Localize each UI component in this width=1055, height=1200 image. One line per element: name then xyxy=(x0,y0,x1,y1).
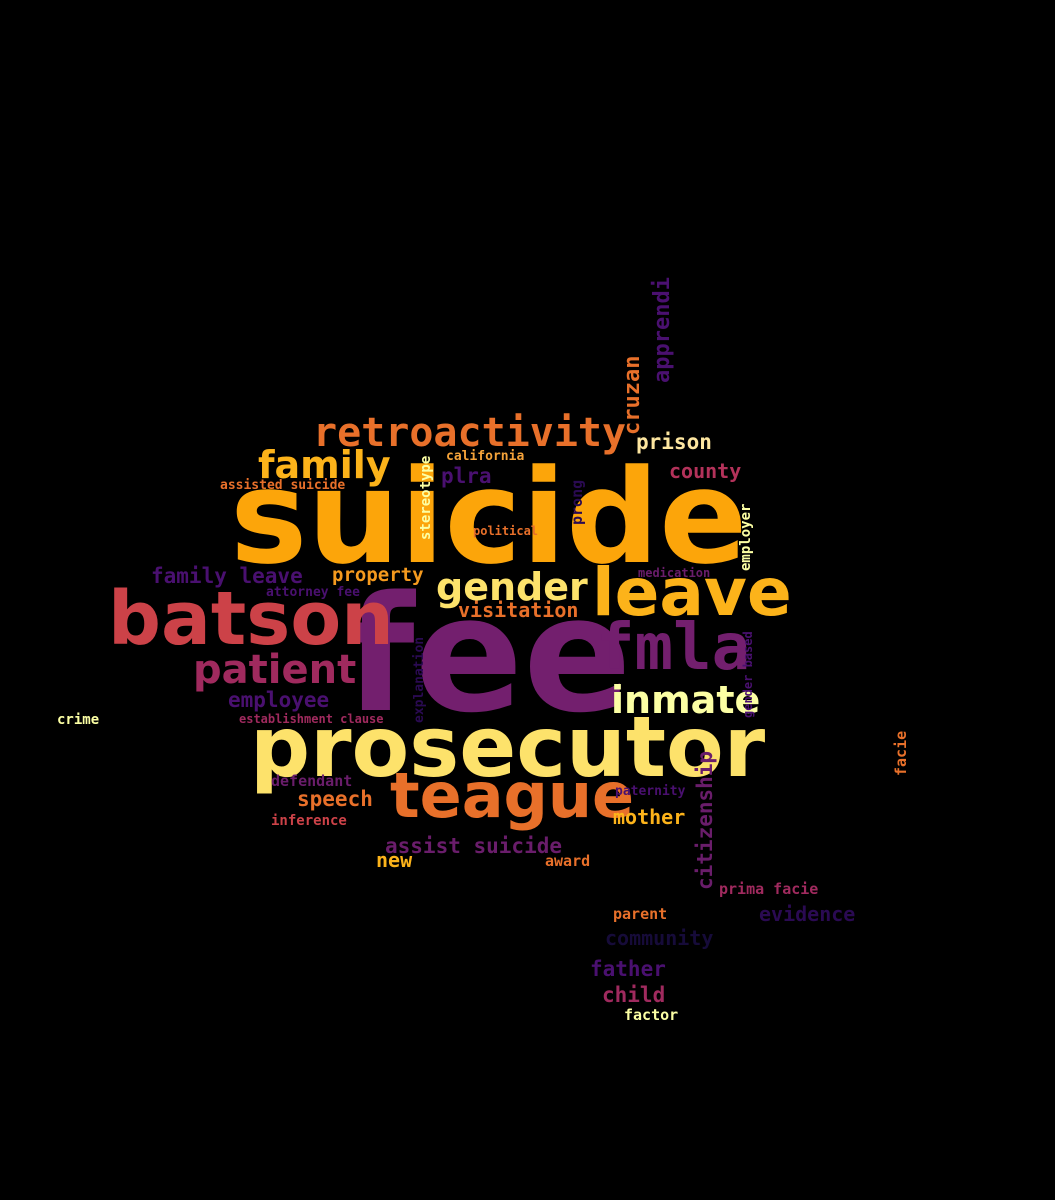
word-father: father xyxy=(590,957,666,981)
word-assisted-suicide: assisted suicide xyxy=(220,478,346,493)
word-patient: patient xyxy=(193,647,357,693)
word-visitation: visitation xyxy=(458,598,579,622)
word-fmla: fmla xyxy=(596,611,751,685)
word-prong: prong xyxy=(568,479,586,525)
word-crime: crime xyxy=(57,712,100,728)
word-apprendi: apprendi xyxy=(650,277,675,383)
word-leave: leave xyxy=(592,554,792,631)
word-plra: plra xyxy=(441,464,492,488)
word-county: county xyxy=(669,459,742,483)
word-speech: speech xyxy=(297,787,373,811)
word-gender: gender xyxy=(436,565,588,609)
word-family: family xyxy=(258,443,391,487)
word-medication: medication xyxy=(638,566,711,580)
word-prima-facie: prima facie xyxy=(719,880,819,898)
word-retroactivity: retroactivity xyxy=(313,410,627,456)
word-family-leave: family leave xyxy=(151,564,303,588)
word-child: child xyxy=(602,983,666,1007)
word-batson: batson xyxy=(108,576,394,662)
word-facie: facie xyxy=(892,730,910,776)
word-explanation: explanation xyxy=(412,636,427,723)
word-inmate: inmate xyxy=(611,678,761,722)
word-political: political xyxy=(473,524,539,538)
word-defendant: defendant xyxy=(271,772,353,790)
word-fee: fee xyxy=(345,561,632,748)
word-gender-based: gender based xyxy=(741,631,755,718)
word-employee: employee xyxy=(228,688,330,712)
word-property: property xyxy=(332,564,424,586)
word-california: california xyxy=(446,449,525,464)
word-assist-suicide: assist suicide xyxy=(385,834,563,858)
word-parent: parent xyxy=(613,905,668,923)
word-suicide: suicide xyxy=(230,441,748,593)
word-community: community xyxy=(605,926,714,950)
word-cruzan: cruzan xyxy=(620,355,645,435)
word-prison: prison xyxy=(636,430,712,454)
word-inference: inference xyxy=(271,813,347,829)
word-employer: employer xyxy=(738,503,754,571)
word-mother: mother xyxy=(613,805,686,829)
word-new: new xyxy=(376,848,413,872)
word-prosecutor: prosecutor xyxy=(250,698,766,796)
word-teague: teague xyxy=(390,759,635,832)
word-award: award xyxy=(545,852,591,870)
word-establishment-clause: establishment clause xyxy=(239,712,384,726)
word-factor: factor xyxy=(624,1006,679,1024)
word-stereotype: stereotype xyxy=(418,455,434,540)
word-attorney-fee: attorney fee xyxy=(266,585,360,600)
word-citizenship: citizenship xyxy=(693,750,717,890)
word-evidence: evidence xyxy=(759,902,856,926)
word-paternity: paternity xyxy=(615,784,686,799)
